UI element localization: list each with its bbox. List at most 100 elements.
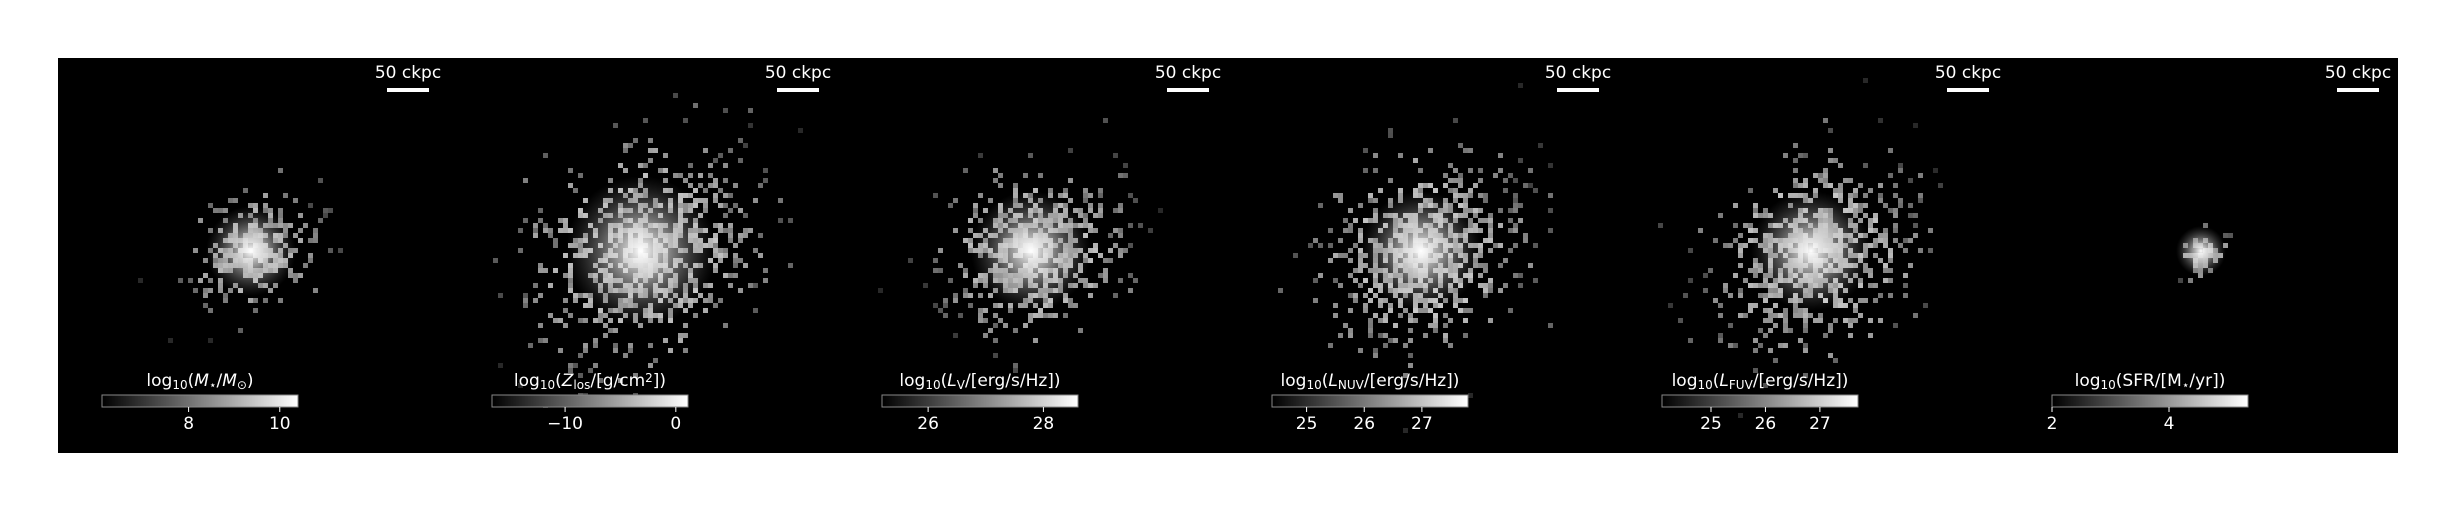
pixel [1518, 83, 1523, 88]
pixel [1043, 313, 1048, 318]
pixel [1898, 198, 1903, 203]
pixel [618, 378, 623, 383]
pixel [278, 168, 283, 173]
pixel [1278, 288, 1283, 293]
pixel [1468, 308, 1473, 313]
pixel [1883, 243, 1888, 248]
label-part: /[erg/s/Hz]) [1364, 371, 1460, 391]
pixel [1848, 323, 1853, 328]
pixel [678, 173, 683, 178]
scale-bar-label: 50 ckpc [1545, 63, 1611, 83]
pixel [1858, 183, 1863, 188]
pixel [968, 293, 973, 298]
pixel [1888, 173, 1893, 178]
pixel [1318, 273, 1323, 278]
pixel [693, 188, 698, 193]
pixel [1363, 218, 1368, 223]
colorbar-tick-label: −10 [547, 414, 583, 434]
pixel [1488, 248, 1493, 253]
pixel [933, 193, 938, 198]
pixel [708, 283, 713, 288]
pixel [1893, 238, 1898, 243]
pixel [1768, 313, 1773, 318]
panel: 50 ckpc log10(LNUV/[erg/s/Hz]) 25 26 27 [1271, 63, 1611, 434]
pixel [663, 338, 668, 343]
pixel [1128, 243, 1133, 248]
label-part: 10 [172, 378, 187, 392]
pixel [1868, 218, 1873, 223]
pixel [1128, 193, 1133, 198]
pixel [208, 228, 213, 233]
pixel [1488, 233, 1493, 238]
pixel [1493, 243, 1498, 248]
pixel [1458, 178, 1463, 183]
pixel [703, 198, 708, 203]
pixel [723, 163, 728, 168]
pixel [1763, 318, 1768, 323]
pixel [1328, 243, 1333, 248]
pixel [1358, 348, 1363, 353]
pixel [708, 293, 713, 298]
image-background [58, 58, 2398, 453]
pixel [1848, 178, 1853, 183]
pixel [1353, 243, 1358, 248]
pixel [1748, 283, 1753, 288]
pixel [548, 313, 553, 318]
pixel [1463, 333, 1468, 338]
pixel [563, 308, 568, 313]
pixel [1918, 193, 1923, 198]
pixel [1358, 253, 1363, 258]
pixel [1743, 278, 1748, 283]
pixel [223, 298, 228, 303]
pixel [698, 183, 703, 188]
colorbar-tick-label: 26 [917, 414, 939, 434]
pixel [543, 223, 548, 228]
pixel [1873, 283, 1878, 288]
pixel [538, 263, 543, 268]
pixel [1013, 188, 1018, 193]
panel: 50 ckpc log10(LV/[erg/s/Hz]) 26 28 [878, 63, 1221, 434]
pixel [518, 383, 523, 388]
pixel [1803, 328, 1808, 333]
pixel [753, 248, 758, 253]
pixel [1868, 228, 1873, 233]
pixel [1873, 298, 1878, 303]
pixel [1718, 333, 1723, 338]
pixel [1853, 203, 1858, 208]
pixel [718, 228, 723, 233]
pixel [708, 183, 713, 188]
pixel [278, 298, 283, 303]
pixel [1398, 188, 1403, 193]
pixel [933, 258, 938, 263]
pixel [713, 198, 718, 203]
panel: 50 ckpc log10(Zlos/[g/cm2]) −10 0 [491, 63, 831, 434]
pixel [1128, 273, 1133, 278]
pixel [1388, 178, 1393, 183]
pixel [1763, 298, 1768, 303]
pixel [1103, 278, 1108, 283]
pixel [1433, 318, 1438, 323]
label-part: ( [941, 371, 948, 391]
pixel [1903, 248, 1908, 253]
pixel [2223, 233, 2228, 238]
pixel [328, 208, 333, 213]
label-part: / [216, 371, 222, 391]
pixel [1458, 173, 1463, 178]
pixel [1703, 288, 1708, 293]
pixel [1818, 178, 1823, 183]
pixel [983, 208, 988, 213]
pixel [1453, 193, 1458, 198]
pixel [1768, 293, 1773, 298]
pixel [323, 213, 328, 218]
pixel [1083, 278, 1088, 283]
pixel [1518, 283, 1523, 288]
pixel [178, 278, 183, 283]
pixel [733, 243, 738, 248]
pixel [603, 323, 608, 328]
pixel [1883, 233, 1888, 238]
pixel [263, 193, 268, 198]
pixel [1793, 178, 1798, 183]
pixel [1078, 328, 1083, 333]
pixel [1863, 213, 1868, 218]
